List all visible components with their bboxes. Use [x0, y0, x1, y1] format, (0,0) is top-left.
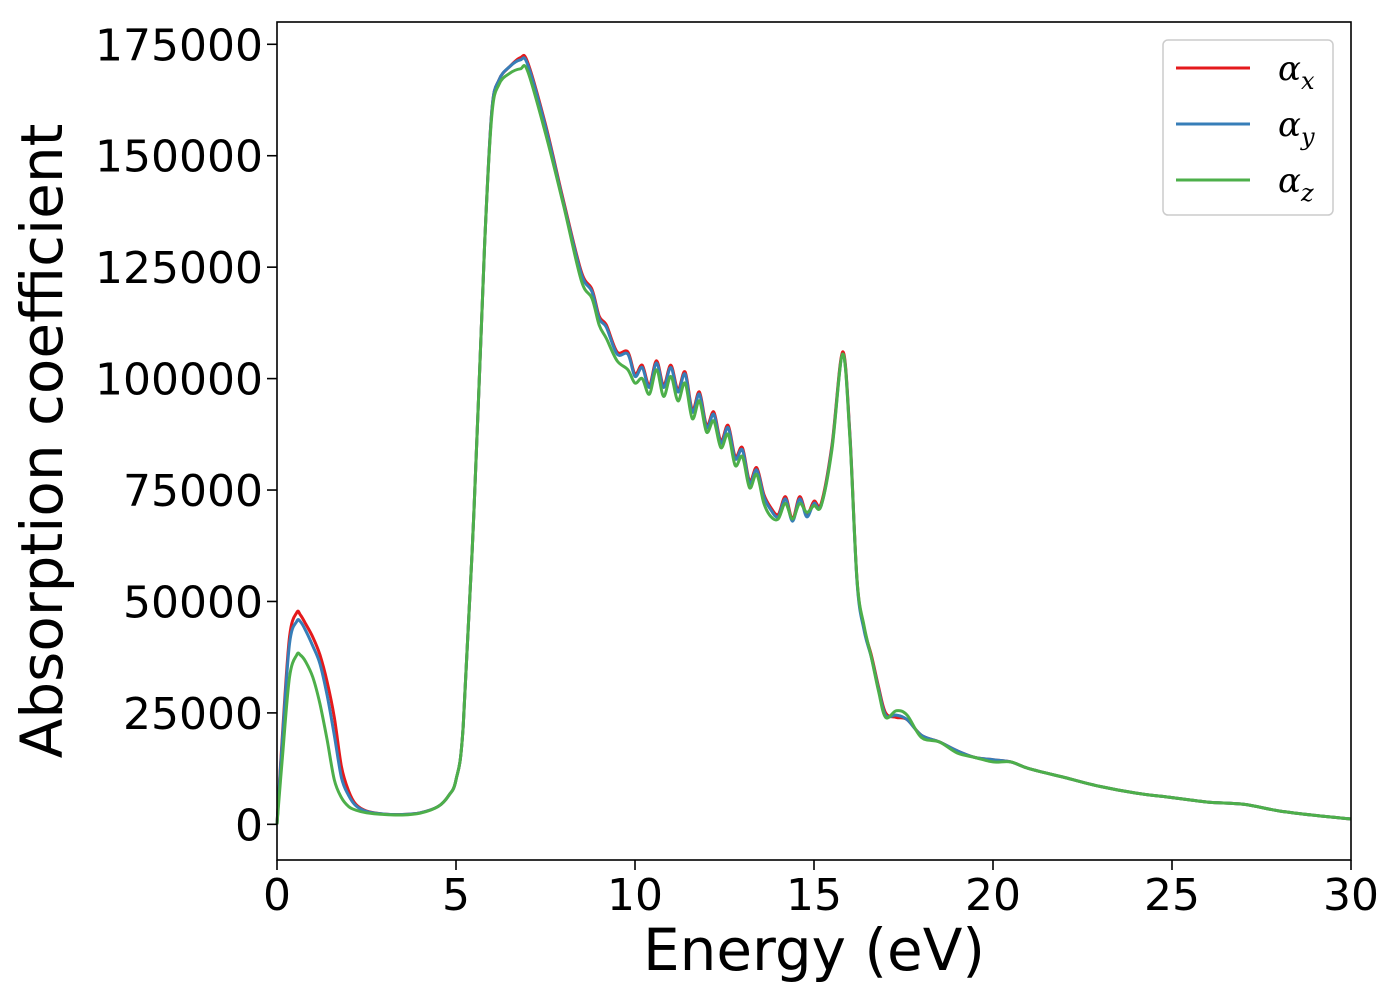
- x-tick-label: 10: [607, 870, 663, 921]
- y-tick-label: 100000: [95, 355, 263, 406]
- y-axis: 0 25000 50000 75000 100000 125000 150000 175000: [95, 20, 277, 851]
- x-tick-label: 25: [1144, 870, 1200, 921]
- y-tick-label: 150000: [95, 132, 263, 183]
- series-lines: [275, 53, 1352, 825]
- y-tick-label: 175000: [95, 20, 263, 71]
- x-tick-label: 20: [965, 870, 1021, 921]
- y-tick-label: 75000: [123, 466, 263, 517]
- x-tick-label: 5: [442, 870, 470, 921]
- y-tick-label: 25000: [123, 689, 263, 740]
- x-tick-label: 0: [263, 870, 291, 921]
- x-tick-label: 30: [1323, 870, 1379, 921]
- y-tick-label: 0: [235, 800, 263, 851]
- y-axis-title: Absorption coefficient: [8, 124, 76, 759]
- legend-box: [1162, 39, 1334, 216]
- x-axis-title: Energy (eV): [643, 916, 985, 984]
- x-axis: 0 5 10 15 20 25 30: [263, 860, 1379, 921]
- x-tick-label: 15: [786, 870, 842, 921]
- y-tick-label: 50000: [123, 577, 263, 628]
- series-line-z: [275, 63, 1352, 825]
- y-tick-label: 125000: [95, 243, 263, 294]
